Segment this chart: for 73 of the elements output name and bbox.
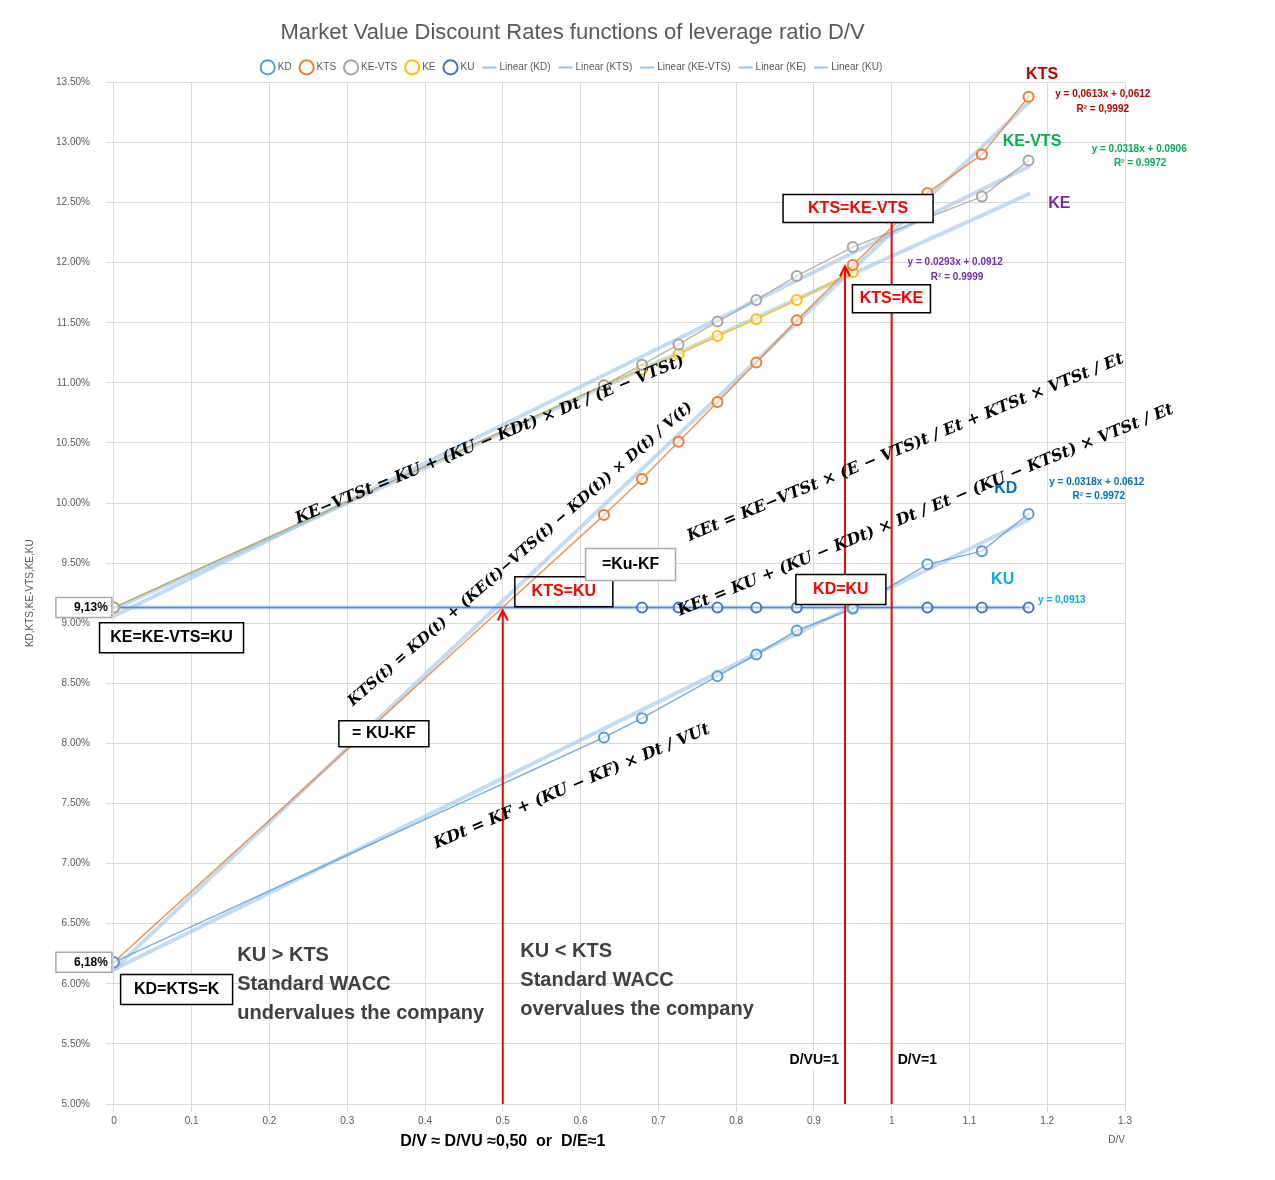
y-tick-label: 7.00%: [61, 857, 91, 869]
x-tick-label: 0.9: [806, 1114, 822, 1126]
x-tick-label: 0.4: [418, 1114, 433, 1126]
x-tick-label: 0.1: [184, 1114, 200, 1126]
annotation: KU: [991, 570, 1015, 588]
legend-label: KE: [422, 61, 436, 73]
annotation: y = 0,0613x + 0,0612: [1055, 88, 1151, 100]
x-tick-label: 0.7: [651, 1114, 666, 1126]
y-tick-label: 5.50%: [61, 1037, 91, 1049]
text: KTS: [1026, 64, 1059, 82]
x-tick-label: 1.3: [1118, 1114, 1133, 1126]
chart-title: Market Value Discount Rates functions of leverage ratio D/V: [280, 19, 865, 45]
annotation: KE=KE-VTS=KU: [110, 628, 233, 646]
legend-label: Linear (KTS): [575, 61, 633, 73]
annotation: KD=KU: [813, 580, 869, 598]
y-tick-label: 5.00%: [61, 1097, 91, 1109]
annotation: y = 0.0318x + 0.0906: [1091, 143, 1188, 155]
x-tick-label: 1.1: [962, 1114, 977, 1126]
annotation: KTS=KE: [859, 289, 924, 307]
y-tick-label: 12.00%: [55, 256, 91, 268]
y-tick-label: 13.50%: [55, 76, 91, 88]
x-tick-label: 0.8: [729, 1114, 744, 1126]
y-tick-label: 12.50%: [55, 196, 91, 208]
x-tick-label: 1: [888, 1114, 895, 1126]
x-tick-label: 0: [111, 1114, 118, 1126]
y-tick-label: 10.50%: [55, 436, 91, 448]
y-tick-label: 8.00%: [61, 737, 91, 749]
annotation: KE-VTS: [1002, 131, 1062, 149]
legend-label: Linear (KE): [755, 61, 807, 73]
annotation: KE: [1048, 194, 1071, 212]
annotation: y = 0,0913: [1038, 594, 1087, 606]
annotation: R² = 0.9972: [1113, 156, 1167, 168]
y-tick-label: 9.00%: [61, 617, 91, 628]
y-tick-label: 10.00%: [55, 496, 91, 508]
annotation: KDt = KF + (KU − KF) × Dt / VUt: [429, 718, 713, 853]
x-tick-label: 0.5: [495, 1114, 511, 1126]
x-tick-label: 1.2: [1040, 1114, 1055, 1126]
legend-label: Linear (KD): [499, 61, 551, 73]
y-tick-label: 6.50%: [61, 917, 91, 929]
annotation: R² = 0,9992: [1076, 102, 1130, 114]
annotation: R² = 0.9972: [1072, 489, 1126, 501]
ref-line-label: D/V=1: [897, 1050, 938, 1067]
annotation: KTS=KE-VTS: [808, 198, 909, 216]
annotation: KU < KTS Standard WACC overvalues the company: [520, 939, 755, 1020]
y-tick-label: 13.00%: [55, 136, 91, 148]
legend-label: KE-VTS: [361, 61, 398, 73]
x-tick-label: 0.2: [262, 1114, 277, 1126]
x-axis-title: D/V: [1108, 1133, 1126, 1145]
y-tick-label: 11.50%: [56, 316, 91, 328]
y-tick-label: 8.50%: [61, 677, 91, 689]
ref-line-label: D/VU=1: [789, 1050, 840, 1067]
legend-label: Linear (KU): [831, 61, 883, 73]
annotation: R² = 0.9999: [930, 270, 984, 282]
annotation: y = 0.0318x + 0.0612: [1049, 476, 1145, 488]
annotation: y = 0.0293x + 0.0912: [907, 256, 1004, 268]
y-axis-title: KD,KTS,KE-VTS,KE,KU: [23, 539, 35, 648]
x-tick-label: 0.3: [340, 1114, 355, 1126]
annotation: KU > KTS Standard WACC undervalues the company: [237, 942, 485, 1023]
legend-label: KD: [277, 61, 292, 73]
y-tick-label: 6.00%: [61, 977, 91, 989]
y-tick-label: 11.00%: [56, 376, 91, 388]
y-tick-label: 7.50%: [61, 797, 91, 809]
ref-line-label: D/V ≈ D/VU ≈0,50 or D/E≈1: [400, 1132, 606, 1150]
text: 9,13%: [73, 599, 109, 614]
legend-label: KU: [460, 61, 475, 73]
y-tick-label: 9.50%: [61, 556, 91, 568]
annotation: KD=KTS=K: [133, 979, 220, 997]
text: 6,18%: [73, 954, 109, 969]
legend-label: Linear (KE-VTS): [657, 61, 731, 73]
annotation: =Ku-KF: [601, 554, 660, 572]
x-tick-label: 0.6: [573, 1114, 588, 1126]
legend-label: KTS: [316, 61, 337, 73]
annotation: = KU-KF: [352, 724, 416, 742]
